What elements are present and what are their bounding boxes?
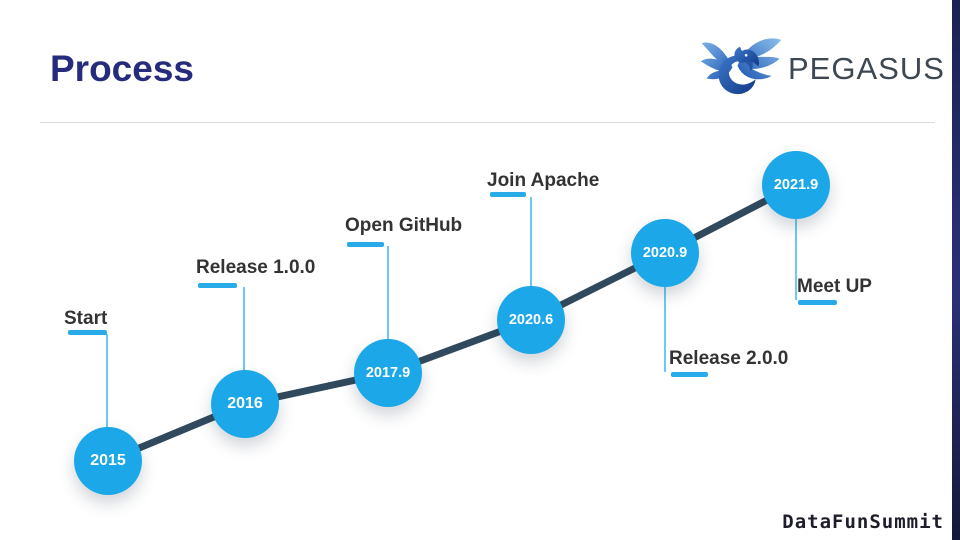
label-underline-open-github [347,242,384,247]
connector-line-open-github [387,246,389,339]
timeline-node-year: 2020.6 [508,312,554,328]
timeline-node-2021-9: 2021.9 [762,151,830,219]
connector-line-join-apache [530,197,532,287]
timeline-node-2017-9: 2017.9 [354,339,422,407]
milestone-label-meet-up: Meet UP [797,276,872,297]
label-underline-join-apache [490,192,526,197]
timeline-node-year: 2017.9 [365,365,411,381]
timeline-node-2016: 2016 [211,370,279,438]
timeline-node-year: 2015 [90,452,126,469]
milestone-label-join-apache: Join Apache [487,170,600,191]
connector-line-release-1 [243,287,245,371]
label-underline-release-1 [198,283,237,288]
connector-line-start [106,334,108,427]
timeline-node-2020-6: 2020.6 [497,286,565,354]
milestone-label-start: Start [64,308,108,329]
milestone-label-open-github: Open GitHub [345,215,463,236]
page-title: Process [50,48,194,89]
milestone-label-release-2: Release 2.0.0 [669,348,789,369]
pegasus-logo-text: PEGASUS [788,51,945,86]
timeline-node-2015: 2015 [74,427,142,495]
timeline-node-year: 2020.9 [642,245,688,261]
datafunsummit-brand: DataFunSummit [782,511,944,533]
pegasus-winged-horse-icon [700,38,782,95]
label-underline-start [68,330,107,335]
timeline-node-2020-9: 2020.9 [631,219,699,287]
header-divider [40,122,935,123]
label-underline-release-2 [671,372,708,377]
label-underline-meet-up [798,300,837,305]
milestone-label-release-1: Release 1.0.0 [196,257,316,278]
pegasus-logo: PEGASUS [698,33,945,105]
connector-line-release-2 [664,287,666,372]
timeline-node-year: 2021.9 [773,177,819,193]
timeline-node-year: 2016 [227,395,263,412]
right-edge-bar [952,0,960,540]
